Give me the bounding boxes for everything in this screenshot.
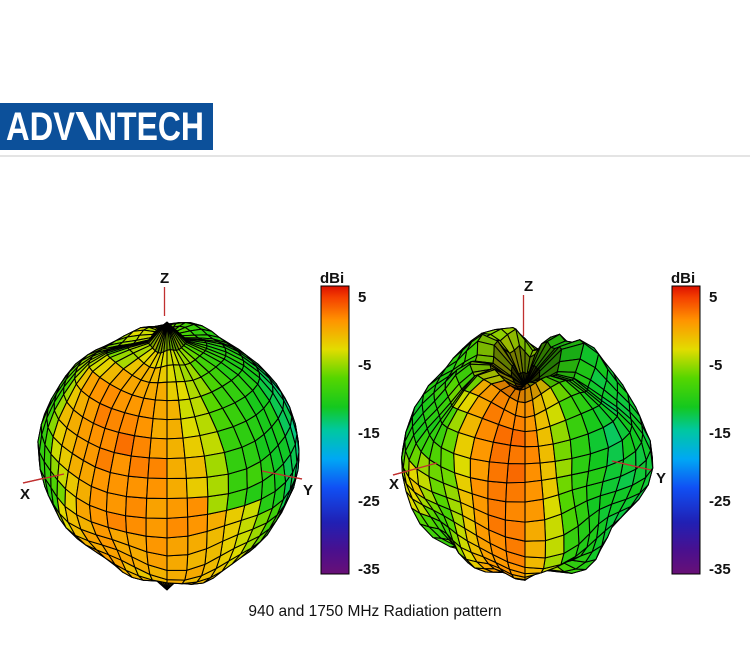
svg-text:X: X	[389, 476, 399, 493]
svg-text:Z: Z	[524, 278, 533, 295]
svg-text:X: X	[20, 486, 30, 503]
svg-text:-5: -5	[709, 357, 722, 374]
svg-text:Y: Y	[303, 482, 313, 499]
svg-text:-15: -15	[358, 425, 380, 442]
svg-text:Z: Z	[160, 270, 169, 287]
svg-text:-25: -25	[709, 493, 731, 510]
svg-text:-35: -35	[358, 561, 380, 578]
svg-text:-5: -5	[358, 357, 371, 374]
svg-text:-15: -15	[709, 425, 731, 442]
svg-text:dBi: dBi	[671, 270, 695, 287]
svg-text:5: 5	[709, 289, 717, 306]
svg-text:Y: Y	[656, 470, 666, 487]
svg-text:-35: -35	[709, 561, 731, 578]
svg-text:ADV: ADV	[6, 105, 75, 149]
svg-text:dBi: dBi	[320, 270, 344, 287]
svg-text:-25: -25	[358, 493, 380, 510]
svg-text:NTECH: NTECH	[94, 105, 204, 149]
svg-text:5: 5	[358, 289, 366, 306]
